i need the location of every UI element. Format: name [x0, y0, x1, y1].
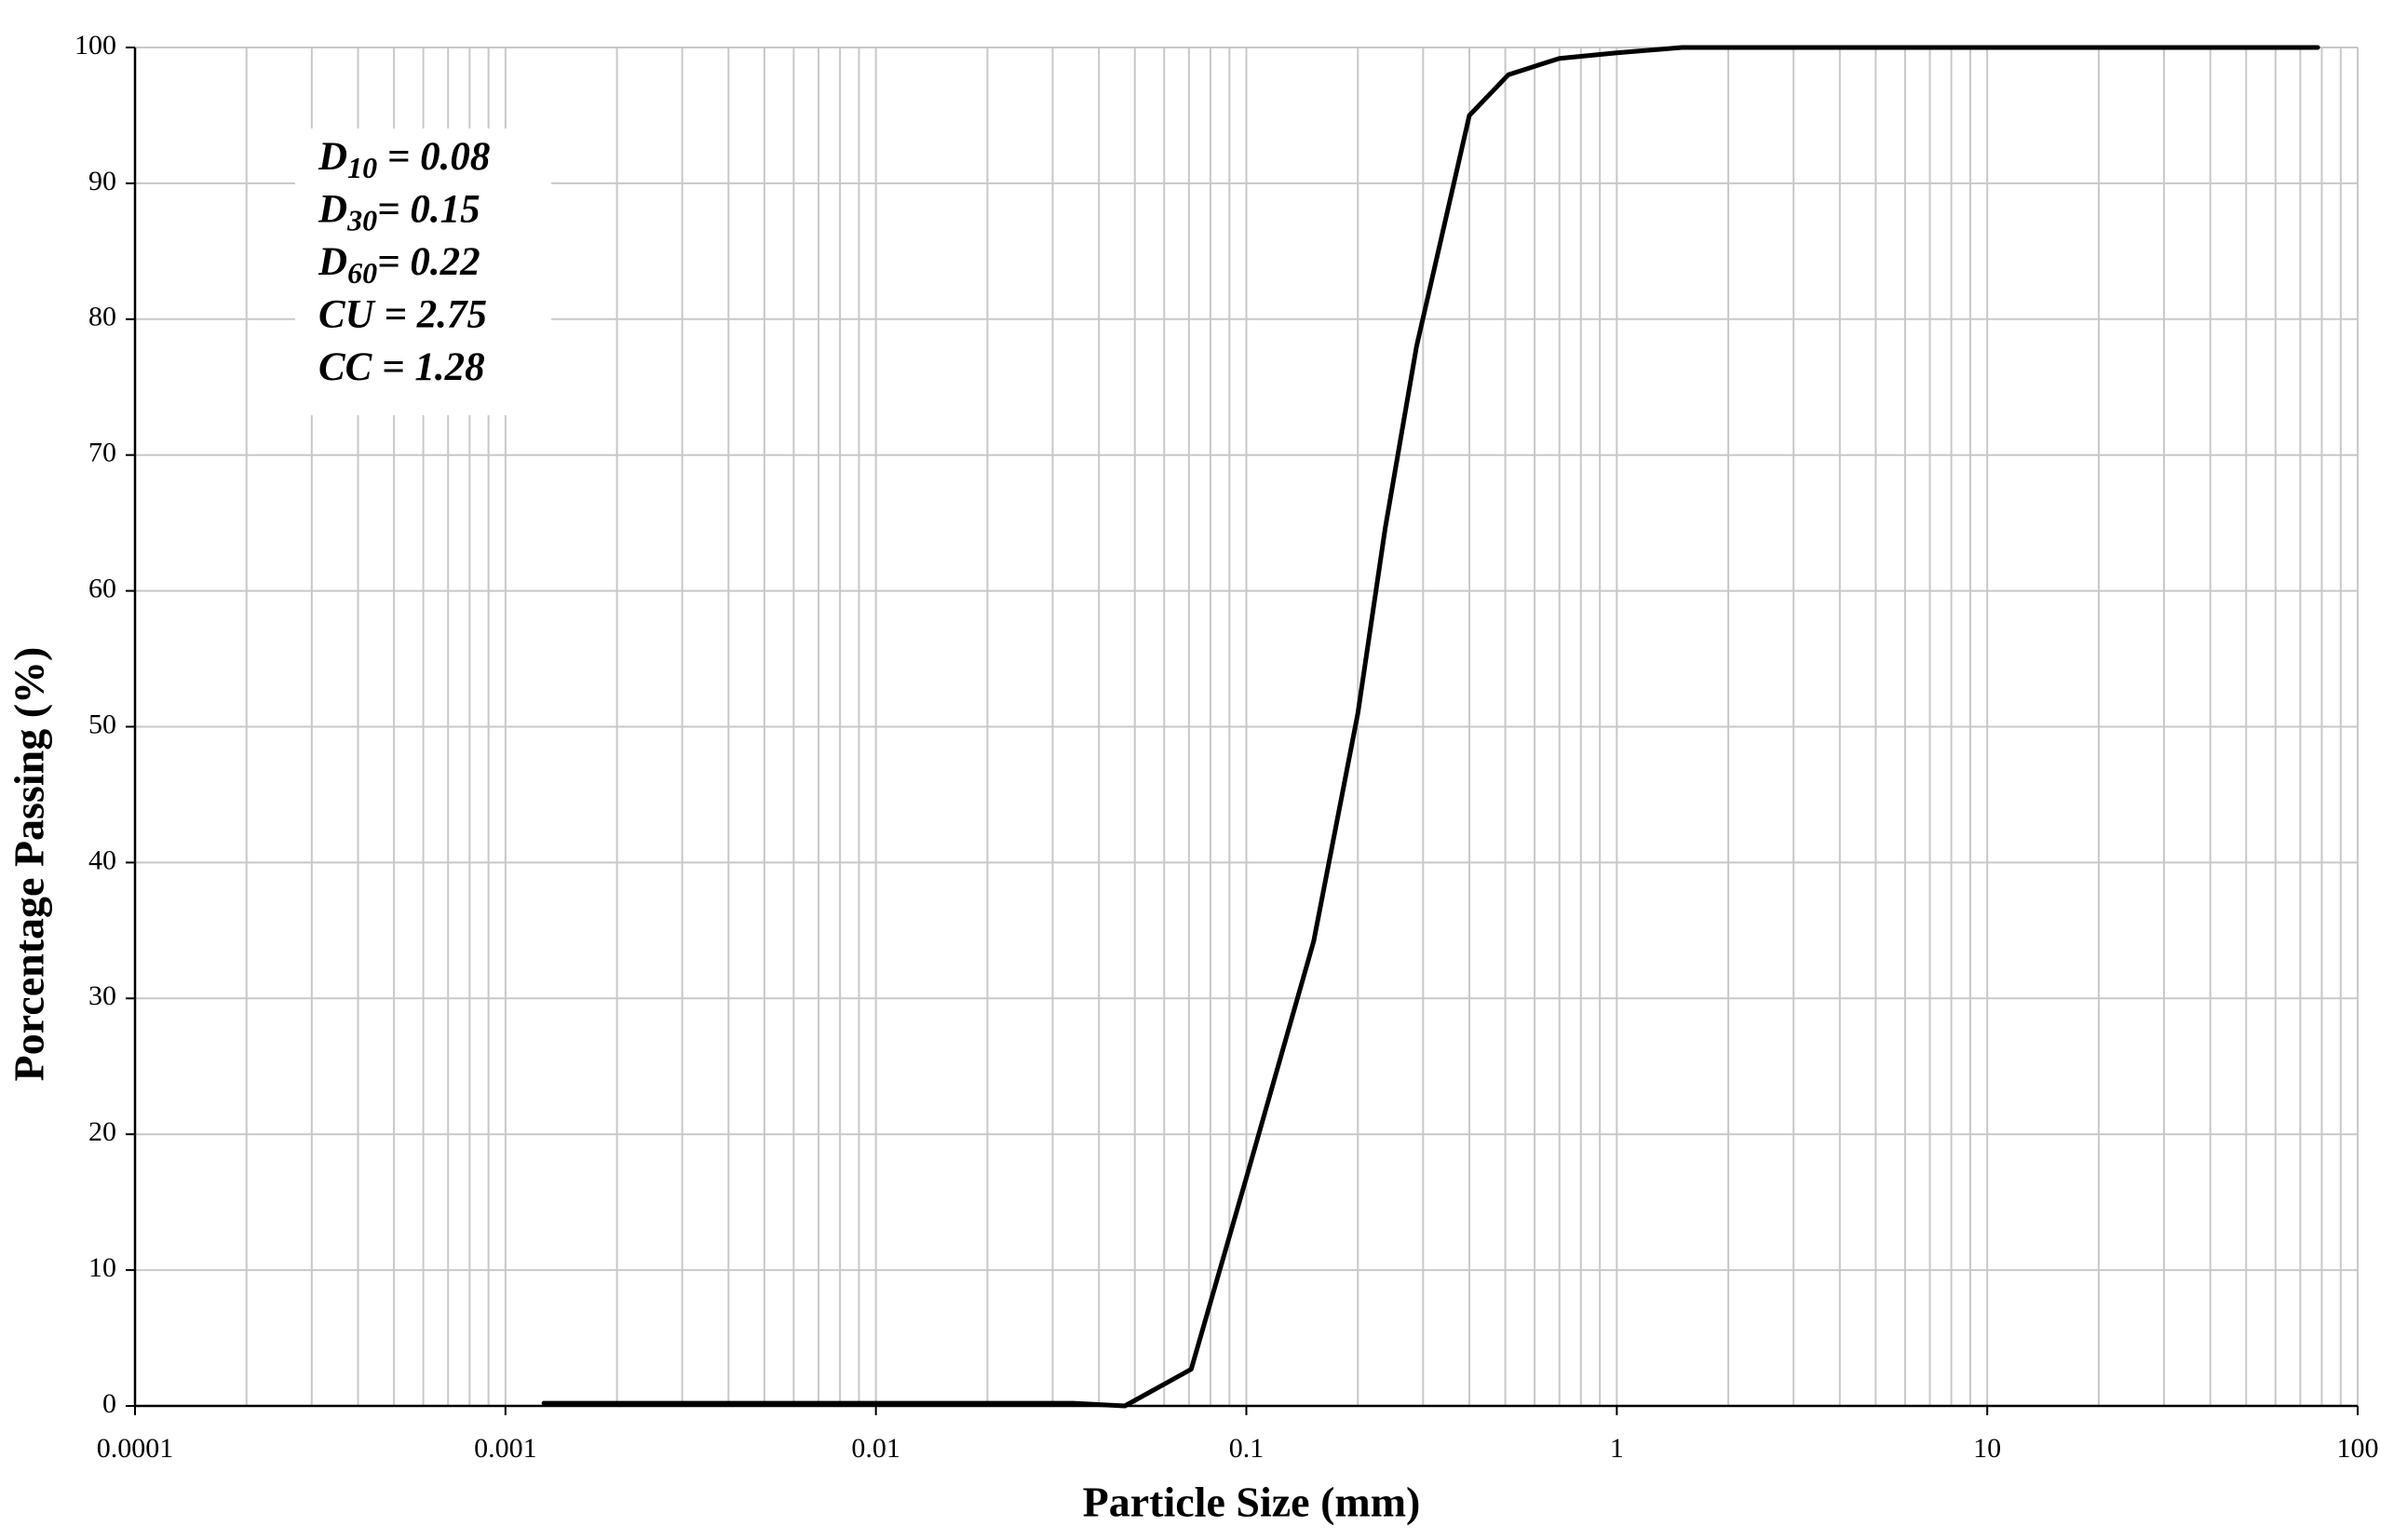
annotation: D10 = 0.08: [318, 135, 490, 184]
y-axis-title: Porcentage Passing (%): [6, 647, 53, 1082]
annotation-value: = 0.22: [377, 240, 480, 284]
annotation-box: [295, 128, 551, 415]
annotation: CC = 1.28: [318, 345, 485, 389]
curve: [541, 45, 2320, 1409]
y-tick-label: 80: [88, 302, 116, 332]
y-tick-label: 70: [88, 438, 116, 468]
annotation-value: = 0.08: [377, 135, 490, 179]
annotation: D60= 0.22: [318, 240, 480, 290]
annotation: CU = 2.75: [318, 292, 487, 336]
x-tick-label: 0.1: [1229, 1433, 1265, 1464]
y-tick-label: 20: [88, 1116, 116, 1147]
y-tick-label: 0: [102, 1388, 116, 1419]
y-tick-label: 10: [88, 1252, 116, 1283]
x-tick-label: 100: [2337, 1433, 2379, 1464]
annotation: D30= 0.15: [318, 187, 480, 236]
annotation-value: = 0.15: [377, 187, 480, 231]
x-axis-title: Particle Size (mm): [1083, 1479, 1421, 1526]
x-tick-label: 0.0001: [97, 1433, 174, 1464]
x-tick-label: 10: [1973, 1433, 2001, 1464]
x-tick-label: 1: [1610, 1433, 1624, 1464]
annotation-subscript: 30: [346, 204, 377, 237]
annotation-value: CU = 2.75: [318, 292, 487, 336]
annotation-subscript: 10: [347, 151, 377, 184]
y-tick-label: 30: [88, 980, 116, 1011]
y-tick-label: 90: [88, 166, 116, 196]
y-tick-label: 40: [88, 844, 116, 875]
y-tick-label: 60: [88, 573, 116, 603]
x-tick-label: 0.01: [851, 1433, 900, 1464]
annotation-symbol: D: [318, 240, 347, 284]
annotation-symbol: D: [318, 135, 347, 179]
annotation-subscript: 60: [347, 256, 377, 290]
x-tick-label: 0.001: [474, 1433, 537, 1464]
annotation-value: CC = 1.28: [318, 345, 485, 389]
y-tick-label: 100: [74, 30, 116, 61]
y-tick-label: 50: [88, 709, 116, 739]
annotation-symbol: D: [318, 187, 347, 231]
